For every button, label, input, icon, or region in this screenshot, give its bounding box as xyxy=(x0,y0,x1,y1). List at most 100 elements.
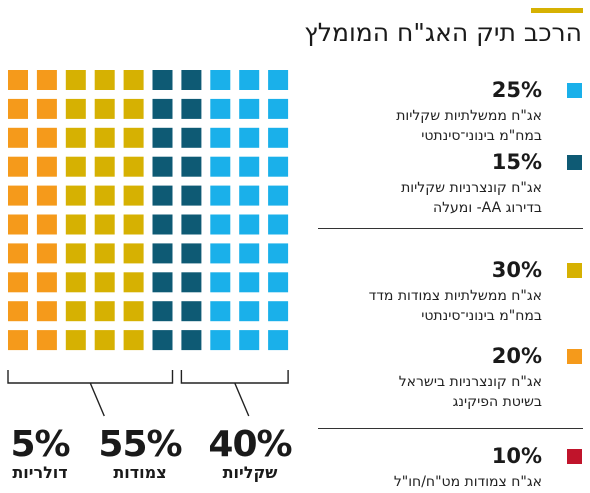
legend-line: אג"ח ממשלתיות שקליות xyxy=(396,108,542,124)
waffle-cell xyxy=(36,330,57,351)
waffle-cell xyxy=(181,243,202,264)
legend-description: אג"ח ממשלתיות שקליות במח"מ בינוני־סינתטי xyxy=(396,106,542,146)
legend-line: בשיטת הפיקינג xyxy=(452,394,542,410)
legend-line: אג"ח קונצרניות בישראל xyxy=(398,374,542,390)
waffle-cell xyxy=(36,214,57,235)
waffle-cell xyxy=(8,301,28,322)
group-label-cpi: צמודות xyxy=(113,463,167,482)
waffle-cell xyxy=(123,243,144,264)
waffle-cell xyxy=(152,70,173,90)
legend-swatch xyxy=(567,83,582,98)
accent-bar xyxy=(531,8,583,13)
waffle-cell xyxy=(239,156,260,177)
waffle-cell xyxy=(152,98,173,119)
waffle-cell xyxy=(210,272,231,293)
legend-description: אג"ח קונצרניות בישראל בשיטת הפיקינג xyxy=(399,372,542,412)
waffle-cell xyxy=(181,127,202,148)
waffle-cell xyxy=(239,185,260,206)
waffle-cell xyxy=(210,127,231,148)
waffle-cell xyxy=(65,70,86,90)
waffle-cell xyxy=(94,330,115,351)
chart-title: הרכב תיק האג"ח המומלץ xyxy=(304,18,582,47)
waffle-cell xyxy=(181,185,202,206)
waffle-cell xyxy=(36,127,57,148)
waffle-cell xyxy=(94,301,115,322)
waffle-cell xyxy=(210,214,231,235)
waffle-cell xyxy=(36,70,57,90)
waffle-cell xyxy=(268,127,289,148)
waffle-cell xyxy=(8,272,28,293)
waffle-cell xyxy=(123,98,144,119)
waffle-cell xyxy=(8,98,28,119)
waffle-cell xyxy=(239,214,260,235)
waffle-cell xyxy=(8,185,28,206)
waffle-cell xyxy=(152,272,173,293)
waffle-cell xyxy=(210,243,231,264)
waffle-cell xyxy=(210,185,231,206)
legend-item-corp-israel: 20% אג"ח קונצרניות בישראל בשיטת הפיקינג xyxy=(322,344,582,410)
waffle-cell xyxy=(268,70,289,90)
waffle-cell xyxy=(239,330,260,351)
legend-swatch xyxy=(567,155,582,170)
group-bracket xyxy=(180,370,289,417)
legend-swatch xyxy=(567,349,582,364)
waffle-cell xyxy=(123,156,144,177)
waffle-cell xyxy=(210,156,231,177)
waffle-cell xyxy=(210,330,231,351)
waffle-cell xyxy=(239,127,260,148)
legend-swatch xyxy=(567,263,582,278)
waffle-chart xyxy=(7,70,289,417)
waffle-cell xyxy=(268,301,289,322)
legend-line: במח"מ בינוני־סינתטי xyxy=(421,308,542,324)
legend-swatch xyxy=(567,449,582,464)
waffle-cell xyxy=(181,330,202,351)
legend-percent: 15% xyxy=(491,150,542,174)
legend-percent: 30% xyxy=(491,258,542,282)
waffle-cell xyxy=(94,243,115,264)
waffle-cell xyxy=(268,98,289,119)
group-percent-cpi: 55% xyxy=(98,424,182,465)
waffle-cell xyxy=(268,330,289,351)
group-percent-shekel: 40% xyxy=(208,424,292,465)
waffle-cell xyxy=(123,214,144,235)
waffle-cell xyxy=(152,301,173,322)
waffle-cell xyxy=(152,330,173,351)
legend-description: אג"ח קונצרניות שקליות בדירוג AA- ומעלה xyxy=(401,178,542,218)
waffle-cell xyxy=(181,301,202,322)
waffle-cell xyxy=(8,243,28,264)
waffle-cell xyxy=(123,185,144,206)
legend-item-fx: 10% אג"ח צמודות מט"ח/חו"ל xyxy=(322,444,582,492)
group-label-dollar: דולריות xyxy=(12,463,68,482)
waffle-cell xyxy=(268,185,289,206)
waffle-cell xyxy=(65,301,86,322)
waffle-cell xyxy=(181,214,202,235)
legend-line: אג"ח ממשלתיות צמודות מדד xyxy=(368,288,542,304)
waffle-cell xyxy=(65,127,86,148)
waffle-cell xyxy=(268,214,289,235)
waffle-cell xyxy=(152,214,173,235)
waffle-cell xyxy=(268,156,289,177)
group-label-shekel: שקליות xyxy=(222,463,278,482)
legend-line: במח"מ בינוני־סינתטי xyxy=(421,128,542,144)
waffle-cell xyxy=(36,272,57,293)
waffle-cell xyxy=(94,127,115,148)
waffle-cell xyxy=(65,243,86,264)
waffle-cell xyxy=(239,272,260,293)
waffle-cell xyxy=(8,214,28,235)
waffle-cell xyxy=(36,98,57,119)
waffle-cell xyxy=(65,185,86,206)
waffle-cell xyxy=(152,156,173,177)
legend-description: אג"ח ממשלתיות צמודות מדד במח"מ בינוני־סי… xyxy=(369,286,542,326)
waffle-cell xyxy=(210,301,231,322)
waffle-cell xyxy=(65,272,86,293)
waffle-cell xyxy=(94,98,115,119)
legend-item-shekel-gov: 25% אג"ח ממשלתיות שקליות במח"מ בינוני־סי… xyxy=(322,78,582,144)
waffle-cell xyxy=(210,98,231,119)
waffle-cell xyxy=(210,70,231,90)
legend-line: אג"ח צמודות מט"ח/חו"ל xyxy=(393,474,542,490)
legend-description: אג"ח צמודות מט"ח/חו"ל xyxy=(394,472,542,492)
waffle-cell xyxy=(181,156,202,177)
waffle-cell xyxy=(181,272,202,293)
waffle-cell xyxy=(123,272,144,293)
waffle-cell xyxy=(8,127,28,148)
